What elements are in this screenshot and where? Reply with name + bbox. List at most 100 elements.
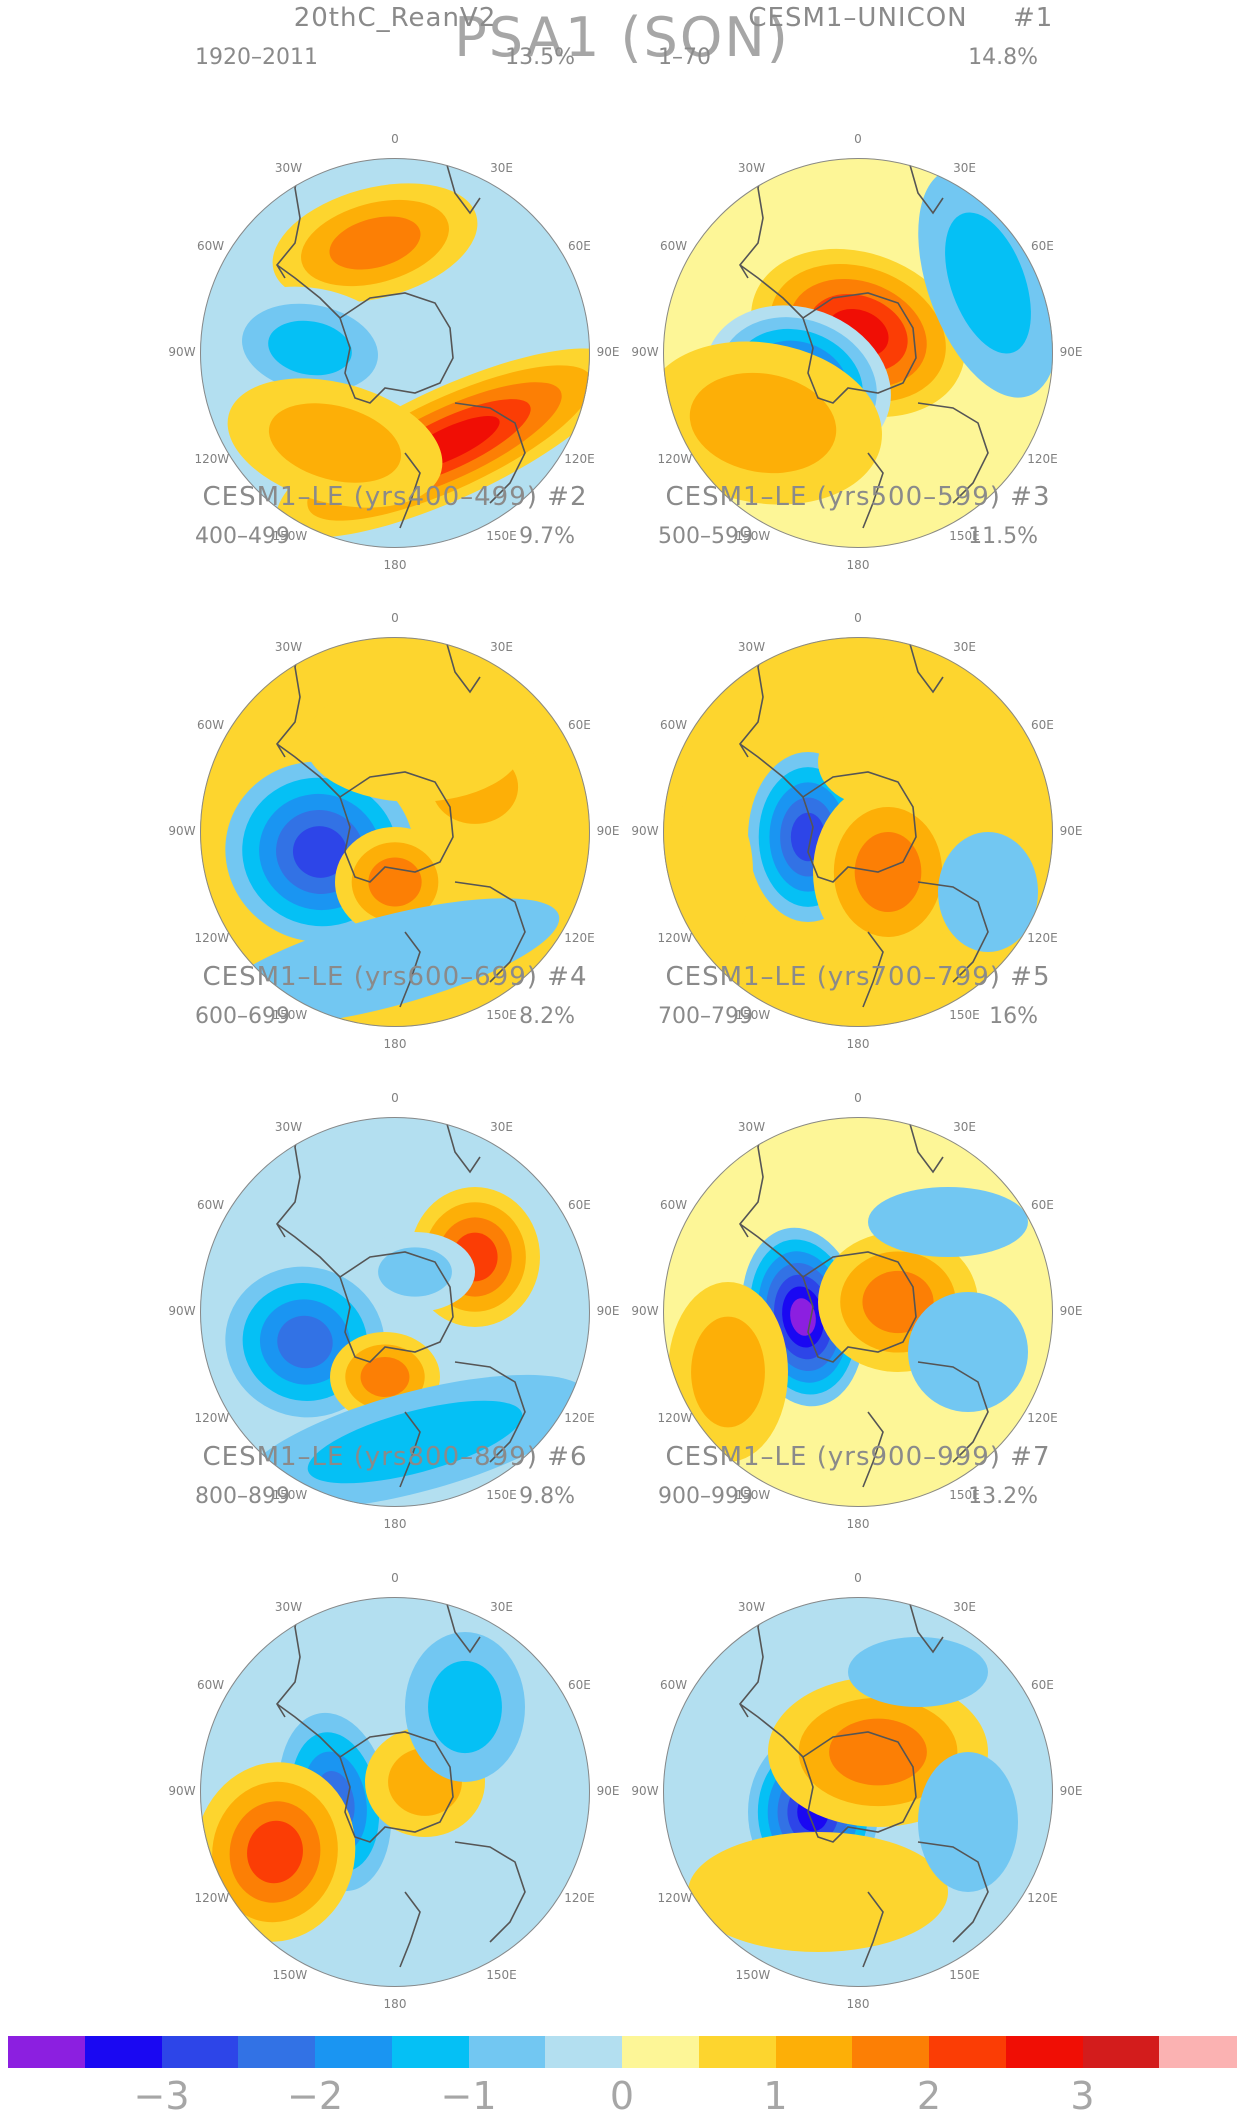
contour-level bbox=[663, 792, 753, 952]
longitude-label: 60W bbox=[659, 1197, 688, 1212]
longitude-label: 30W bbox=[737, 639, 766, 654]
map-boundary bbox=[200, 1597, 590, 1987]
contour-level bbox=[378, 1247, 452, 1297]
coastline bbox=[907, 1117, 944, 1174]
coastline bbox=[276, 1703, 341, 1758]
coastline bbox=[339, 1251, 454, 1363]
coastline bbox=[862, 1411, 884, 1488]
longitude-label: 30W bbox=[274, 160, 303, 175]
contour-level bbox=[691, 1316, 765, 1428]
coastline bbox=[444, 1597, 481, 1654]
longitude-label: 150E bbox=[486, 1968, 517, 1983]
coastline bbox=[399, 1411, 421, 1488]
longitude-label: 120E bbox=[564, 1890, 595, 1905]
panel-period: 400–499 bbox=[195, 524, 290, 549]
coastline bbox=[739, 264, 804, 319]
contour-level bbox=[945, 212, 1031, 354]
panel-variance: 8.2% bbox=[519, 1004, 575, 1029]
panel-variance: 9.8% bbox=[519, 1484, 575, 1509]
colorbar-swatch bbox=[468, 2036, 546, 2068]
coastline bbox=[739, 743, 804, 798]
longitude-label: 90W bbox=[631, 824, 659, 838]
longitude-label: 150W bbox=[735, 529, 771, 544]
longitude-label: 60W bbox=[659, 1677, 688, 1692]
panel-title: CESM1–LE (yrs400–499) #2 bbox=[202, 482, 588, 512]
longitude-label: 150W bbox=[272, 529, 308, 544]
longitude-label: 180 bbox=[846, 1997, 870, 2011]
coastline bbox=[802, 771, 917, 883]
longitude-label: 150W bbox=[272, 1008, 308, 1023]
coastline bbox=[276, 264, 341, 319]
contour-level bbox=[938, 832, 1038, 952]
longitude-label: 90W bbox=[168, 1304, 196, 1318]
contour-level bbox=[818, 717, 938, 807]
longitude-label: 60W bbox=[196, 238, 225, 253]
longitude-label: 0 bbox=[854, 1571, 862, 1585]
figure-title: PSA1 (SON) bbox=[454, 6, 790, 69]
coastline bbox=[917, 1361, 989, 1463]
longitude-label: 90E bbox=[596, 1304, 620, 1318]
longitude-label: 30W bbox=[274, 1119, 303, 1134]
coastline bbox=[399, 1891, 421, 1968]
longitude-label: 150W bbox=[735, 1968, 771, 1983]
longitude-label: 90W bbox=[168, 1784, 196, 1798]
longitude-label: 180 bbox=[383, 1517, 407, 1531]
coastline bbox=[444, 158, 481, 215]
longitude-label: 90E bbox=[1059, 824, 1083, 838]
contour-level bbox=[829, 1718, 927, 1786]
contour-level bbox=[268, 403, 402, 483]
colorbar bbox=[8, 2036, 1237, 2068]
coastline bbox=[339, 1731, 454, 1843]
longitude-label: 90E bbox=[1059, 1304, 1083, 1318]
coastline bbox=[739, 1223, 804, 1278]
longitude-label: 180 bbox=[383, 1997, 407, 2011]
longitude-label: 60E bbox=[1031, 1677, 1054, 1692]
panel-period: 900–999 bbox=[658, 1484, 753, 1509]
panel-variance: 11.5% bbox=[968, 524, 1038, 549]
colorbar-swatch bbox=[545, 2036, 623, 2068]
longitude-label: 90E bbox=[596, 345, 620, 359]
map-panel-8 bbox=[663, 1597, 1053, 1987]
panel-tag: #1 bbox=[1013, 3, 1054, 33]
longitude-label: 90W bbox=[631, 1304, 659, 1318]
coastline bbox=[862, 931, 884, 1008]
map-panel-5 bbox=[200, 1117, 590, 1507]
longitude-label: 90W bbox=[631, 1784, 659, 1798]
colorbar-swatch bbox=[1005, 2036, 1083, 2068]
longitude-label: 120W bbox=[194, 1410, 230, 1425]
panel-variance: 13.2% bbox=[968, 1484, 1038, 1509]
panel-period: 600–699 bbox=[195, 1004, 290, 1029]
longitude-label: 30E bbox=[953, 639, 976, 654]
colorbar-tick-label: 3 bbox=[1070, 2074, 1095, 2118]
longitude-label: 30W bbox=[274, 1599, 303, 1614]
map-boundary bbox=[663, 158, 1053, 548]
longitude-label: 150E bbox=[486, 1488, 517, 1503]
longitude-label: 120W bbox=[194, 451, 230, 466]
longitude-label: 60W bbox=[196, 1677, 225, 1692]
coastline bbox=[917, 881, 989, 983]
longitude-label: 120E bbox=[564, 930, 595, 945]
longitude-label: 120E bbox=[1027, 1410, 1058, 1425]
colorbar-swatch bbox=[161, 2036, 239, 2068]
longitude-label: 30E bbox=[490, 639, 513, 654]
coastline bbox=[339, 292, 454, 404]
colorbar-swatch bbox=[852, 2036, 930, 2068]
coastline bbox=[444, 637, 481, 694]
panel-title: CESM1–LE (yrs600–699) #4 bbox=[202, 962, 588, 992]
longitude-label: 30E bbox=[490, 1599, 513, 1614]
contour-level bbox=[307, 1400, 523, 1484]
contour-level bbox=[848, 1637, 988, 1707]
longitude-label: 90W bbox=[168, 345, 196, 359]
coastline bbox=[454, 1841, 526, 1943]
colorbar-swatch bbox=[391, 2036, 469, 2068]
longitude-label: 120E bbox=[1027, 1890, 1058, 1905]
longitude-label: 30W bbox=[737, 1119, 766, 1134]
coastline bbox=[276, 743, 341, 798]
map-panel-6 bbox=[663, 1117, 1053, 1507]
contour-level bbox=[277, 1315, 333, 1369]
panel-period: 800–899 bbox=[195, 1484, 290, 1509]
longitude-label: 150E bbox=[949, 529, 980, 544]
contour-level bbox=[210, 898, 560, 1026]
longitude-label: 180 bbox=[383, 558, 407, 572]
coastline bbox=[907, 158, 944, 215]
